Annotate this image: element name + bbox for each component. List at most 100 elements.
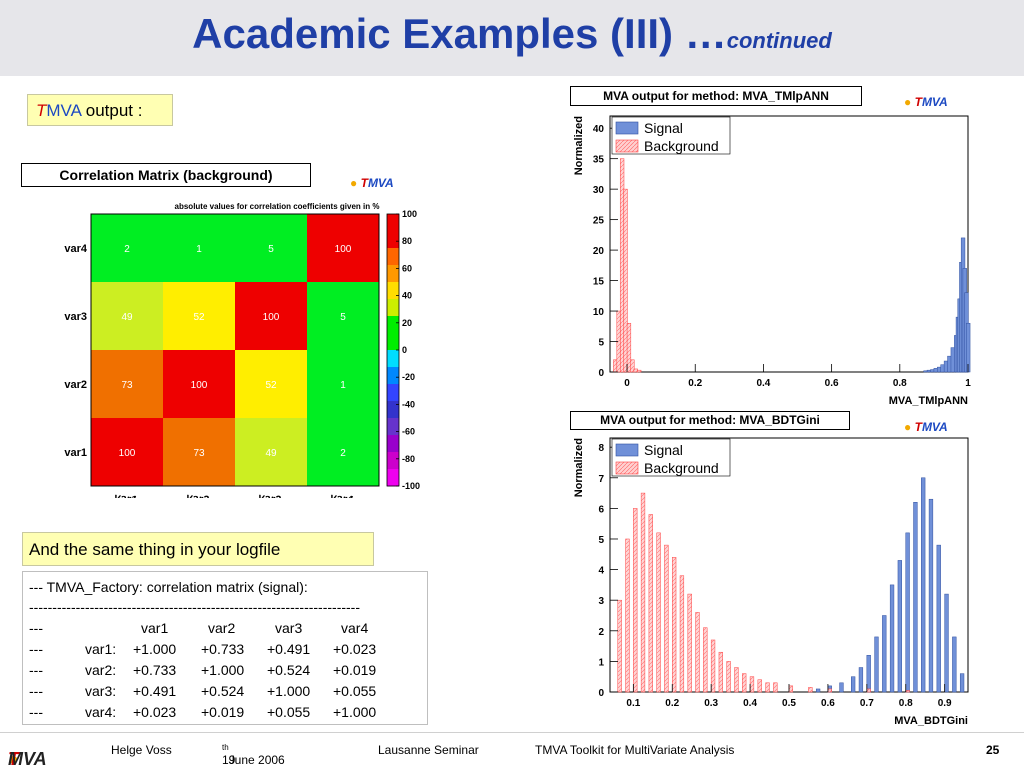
histogram-bar [827,688,832,693]
histogram-bar [623,188,628,373]
logfile-note: And the same thing in your logfile [22,532,374,566]
x-tick-label: 0.8 [893,378,907,389]
x-axis-label: MVA_TMlpANN [889,395,968,407]
colorbar-segment [387,299,399,317]
colorbar-tick-label: 80 [402,236,412,246]
log-cell: +1.000 [333,704,377,720]
y-tick-label: 25 [593,216,605,227]
bdtgini-histogram: 0 1 2 3 4 5 6 7 8 0.1 0.2 0.3 0.4 0.5 0.6 0.7 0.8 0.9 MVA_… [573,437,969,727]
matrix-col-label: var4 [329,492,353,498]
x-tick-label: 0.4 [756,378,770,389]
log-cell: +1.000 [267,683,311,699]
colorbar-segment [387,367,399,385]
matrix-row-label: var2 [64,379,87,391]
histogram-bar [617,599,622,693]
footer-date-sup: th [222,743,229,752]
log-col-var4: var4 [341,620,369,636]
log-cell: +0.019 [333,662,377,678]
y-tick-label: 0 [598,368,604,379]
colorbar-tick-label: -20 [402,372,415,382]
legend-label: Signal [644,442,683,458]
x-tick-label: 0 [624,378,630,389]
y-tick-label: 5 [598,535,604,546]
histogram-bar [637,369,642,373]
histogram-bar [695,612,700,693]
x-tick-label: 0.5 [782,698,796,709]
correlation-box-title: Correlation Matrix (background) [21,163,311,187]
log-cell: var4: [85,704,117,720]
histogram-bar [874,636,879,693]
histogram-bar [788,685,794,693]
y-axis-label: Normalized [573,438,585,497]
log-row: --- var4: +0.023 +0.019 +0.055 +1.000 [29,704,421,722]
colorbar-tick-label: 20 [402,318,412,328]
logo-figure-icon: ● [350,176,358,190]
matrix-cell-value: 2 [124,244,130,255]
y-tick-label: 7 [598,474,604,485]
log-cell: +0.491 [133,683,177,699]
histogram-bar [944,593,949,693]
histogram-bar [928,498,934,693]
histogram-bar [952,636,957,693]
matrix-cell [235,214,307,282]
matrix-cell [235,282,307,350]
y-tick-label: 8 [598,443,604,454]
tmlpann-panel: MVA output for method: MVA_TMlpANN ● TMV… [562,82,987,410]
colorbar-segment [387,282,399,300]
colorbar-tick-label: -60 [402,427,415,437]
histogram-bar [808,687,813,693]
colorbar-segment [387,316,399,334]
log-cell: var3: [85,683,117,699]
matrix-cell-value: 100 [191,380,208,391]
matrix-cell [91,214,163,282]
x-tick-label: 0.2 [665,698,679,709]
histogram-bar [882,615,887,693]
x-tick-label: 0.6 [825,378,839,389]
matrix-cell-value: 5 [340,312,346,323]
tmva-output-rest: output : [81,101,143,120]
colorbar-segment [387,214,399,232]
tmva-output-t: T [36,101,47,120]
y-tick-label: 10 [593,307,605,318]
histogram-bar [664,544,669,693]
histogram-bar [734,667,739,693]
matrix-cell-value: 5 [268,244,274,255]
legend-swatch [615,139,639,153]
matrix-col-label: var2 [185,492,209,498]
log-row: --- var1: +1.000 +0.733 +0.491 +0.023 [29,641,421,659]
log-cell: +0.733 [201,641,245,657]
log-cell: +0.023 [133,704,177,720]
histogram-bar [815,688,821,693]
log-cell: --- [29,641,43,657]
footer-logo-figure-icon: ● [8,749,19,769]
colorbar-tick-label: 60 [402,263,412,273]
logo-figure-icon: ● [904,95,912,109]
log-separator: ----------------------------------------… [29,599,361,615]
histogram-bar [839,682,844,693]
corr-subtitle: absolute values for correlation coeffici… [175,202,380,211]
legend-label: Background [644,138,719,154]
colorbar-segment [387,418,399,436]
colorbar-tick-label: 40 [402,291,412,301]
tmva-logo-bdtgini: ● TMVA [904,420,948,434]
matrix-cell-value: 73 [193,448,205,459]
log-col-var1: var1 [141,620,169,636]
y-tick-label: 30 [593,185,605,196]
histogram-bar [648,514,653,693]
matrix-col-label: var3 [257,492,281,498]
footer-logo-mva: MVA [8,749,47,769]
log-row: --- var2: +0.733 +1.000 +0.524 +0.019 [29,662,421,680]
x-axis-label: MVA_BDTGini [894,715,968,727]
page-number: 25 [986,743,1000,757]
matrix-cell-value: 1 [340,380,346,391]
histogram-bar [851,676,856,693]
histogram-bar [718,651,723,693]
background-series [613,158,642,373]
matrix-cell [307,214,379,282]
histogram-bar [765,682,770,693]
matrix-cell-value: 49 [121,312,133,323]
tmlpann-histogram: 0 5 10 15 20 25 30 35 40 0 0.2 0.4 0.6 0.8 1 MVA_TMlpAN… [573,115,971,407]
histogram-bar [858,667,864,693]
x-tick-label: 0.2 [688,378,702,389]
